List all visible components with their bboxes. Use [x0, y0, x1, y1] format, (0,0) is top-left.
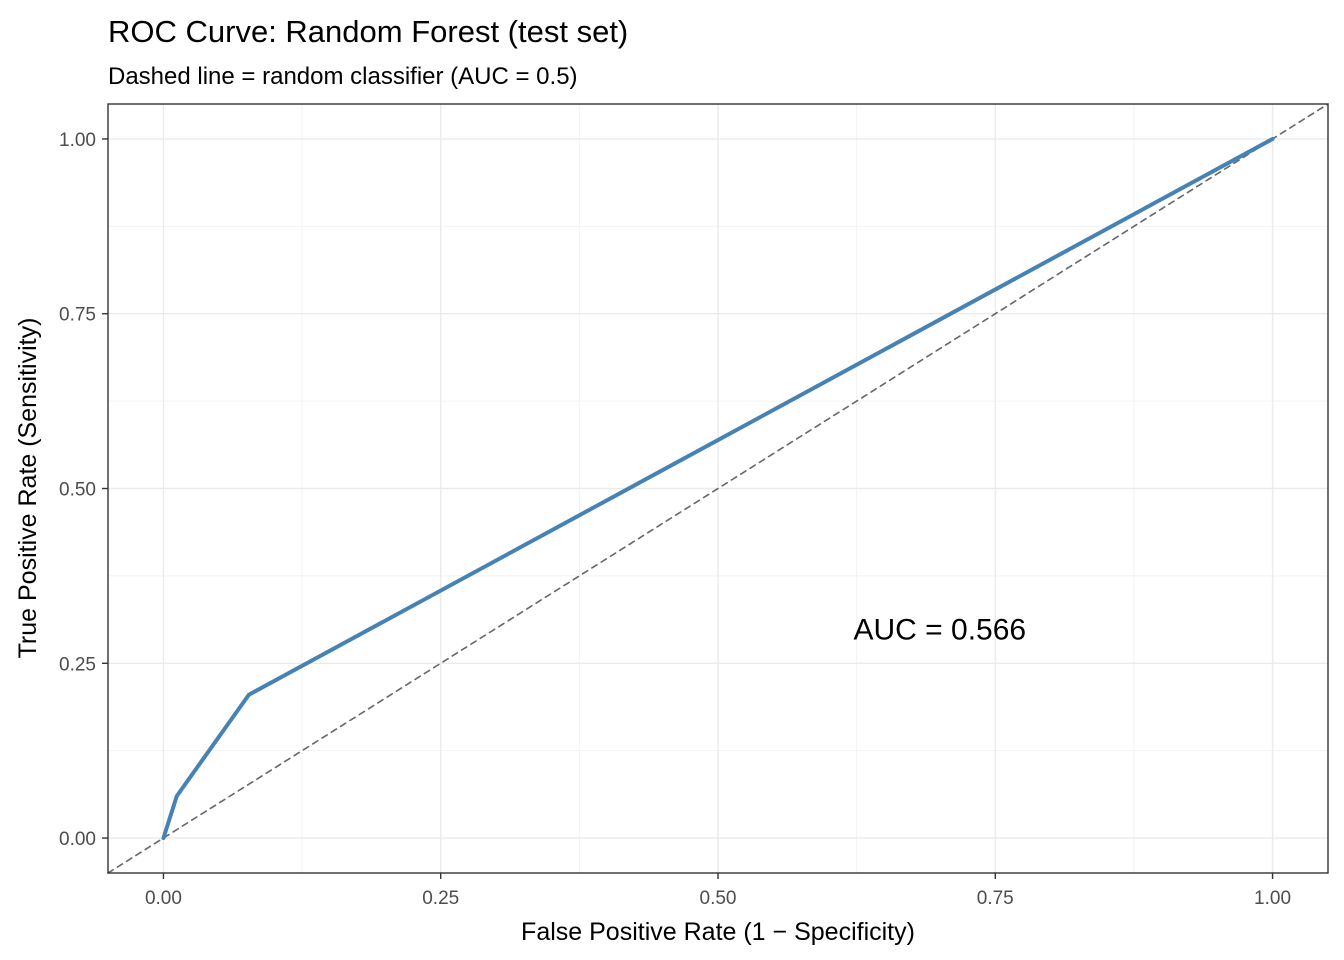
series-layer — [161, 136, 1275, 841]
x-tick-label: 0.00 — [145, 888, 182, 909]
x-axis: 0.00 0.25 0.50 0.75 1.00 — [145, 873, 1291, 909]
y-axis-title: True Positive Rate (Sensitivity) — [14, 318, 42, 659]
auc-annotation: AUC = 0.566 — [854, 613, 1027, 646]
random-classifier-line — [107, 103, 1329, 874]
annotation-layer: AUC = 0.566 — [854, 613, 1027, 646]
x-tick-label: 0.25 — [422, 888, 459, 909]
x-tick-label: 0.50 — [700, 888, 737, 909]
chart-title: ROC Curve: Random Forest (test set) — [108, 14, 628, 49]
y-tick-label: 1.00 — [59, 130, 96, 151]
y-tick-label: 0.50 — [59, 480, 96, 501]
x-axis-title: False Positive Rate (1 − Specificity) — [521, 918, 915, 946]
x-tick-label: 1.00 — [1254, 888, 1291, 909]
x-tick-label: 0.75 — [977, 888, 1014, 909]
y-tick-label: 0.25 — [59, 654, 96, 675]
y-tick-label: 0.00 — [59, 829, 96, 850]
y-tick-label: 0.75 — [59, 305, 96, 326]
chart-subtitle: Dashed line = random classifier (AUC = 0… — [108, 63, 578, 90]
y-axis: 0.00 0.25 0.50 0.75 1.00 — [59, 130, 108, 850]
reference-line-layer — [107, 103, 1329, 874]
roc-curve-line — [161, 136, 1275, 841]
